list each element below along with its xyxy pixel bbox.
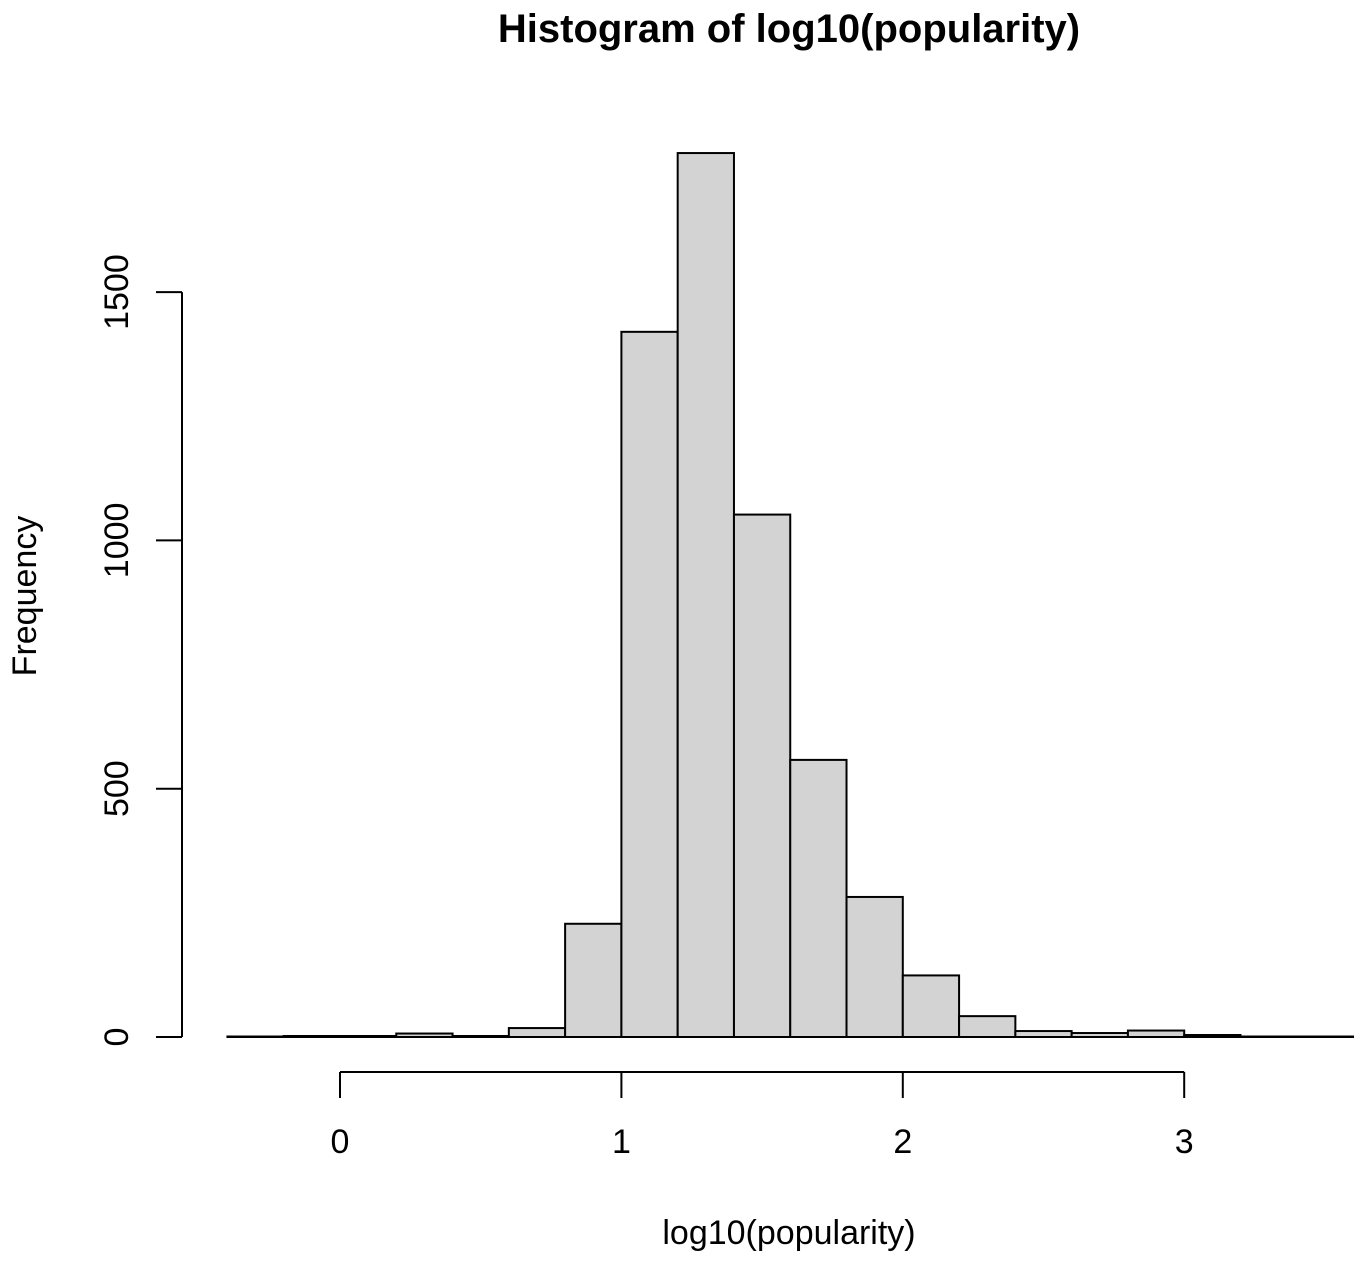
histogram-bar [339,1035,398,1039]
x-axis-label: log10(popularity) [662,1214,915,1252]
histogram-bar [1070,1032,1129,1039]
x-tick-label: 1 [612,1123,631,1161]
histogram-bar [1126,1029,1186,1038]
histogram-bar [620,330,679,1038]
x-tick-label: 2 [893,1123,912,1161]
histogram-bar [282,1035,341,1039]
y-axis: 0 500 1000 1500 [98,254,183,1047]
histogram-bar [395,1032,454,1039]
y-tick-label: 0 [98,1028,136,1047]
x-axis: 0 1 2 3 [331,1071,1194,1161]
histogram-bar [564,922,623,1039]
y-tick-label: 1500 [98,254,136,330]
histogram-bar [901,974,961,1038]
y-tick-label: 1000 [98,503,136,579]
histogram-bar [845,895,904,1038]
histogram-bar [1183,1034,1242,1038]
histogram-bars [226,152,1355,1039]
histogram-bar [451,1035,510,1039]
y-axis-label: Frequency [6,516,44,677]
histogram-bar [958,1015,1017,1039]
histogram-bar [507,1027,567,1038]
x-tick-label: 0 [331,1123,350,1161]
chart-title: Histogram of log10(popularity) [498,7,1080,51]
histogram-bar [789,758,848,1039]
y-tick-label: 500 [98,760,136,817]
histogram-bar [676,152,735,1038]
histogram-bar [1014,1030,1073,1038]
histogram-bar [732,513,792,1038]
x-tick-label: 3 [1175,1123,1194,1161]
